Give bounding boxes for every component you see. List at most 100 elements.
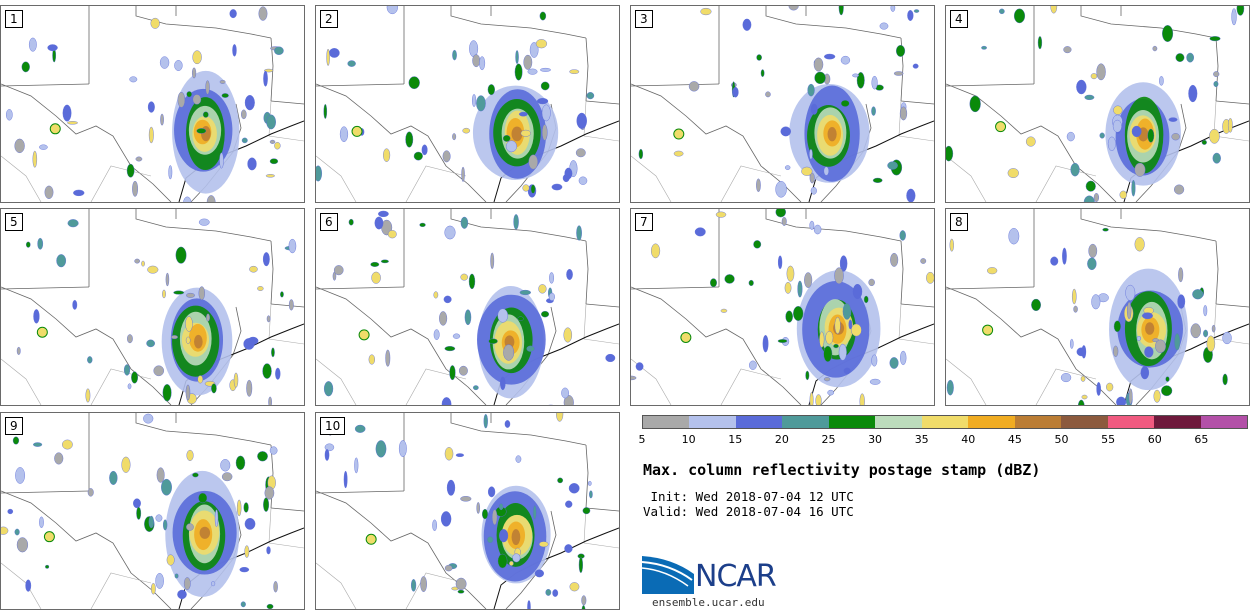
reflectivity-cell	[174, 60, 183, 71]
reflectivity-cell	[487, 536, 494, 544]
state-border	[1035, 165, 1097, 202]
colorbar-tick: 65	[1194, 433, 1209, 446]
reflectivity-cell	[491, 509, 498, 526]
reflectivity-cell	[551, 183, 563, 191]
reflectivity-cell	[838, 343, 847, 361]
reflectivity-cell	[1134, 237, 1145, 252]
reflectivity-cell	[85, 388, 91, 403]
reflectivity-cell	[859, 393, 865, 405]
state-border	[316, 286, 405, 290]
reflectivity-cell	[241, 109, 247, 120]
reflectivity-cell	[946, 379, 954, 396]
reflectivity-cell	[879, 22, 889, 30]
reflectivity-cell	[534, 569, 544, 578]
reflectivity-cell	[457, 589, 465, 594]
reflectivity-cell	[535, 39, 548, 49]
reflectivity-cell	[823, 377, 831, 382]
reflectivity-cell	[1081, 394, 1088, 400]
reflectivity-cell	[1070, 162, 1080, 177]
reflectivity-cell	[969, 95, 981, 113]
reflectivity-cell	[7, 508, 14, 515]
reflectivity-cell	[843, 367, 851, 375]
state-border	[90, 572, 152, 609]
reflectivity-cell	[476, 502, 481, 514]
site-url[interactable]: ensemble.ucar.edu	[652, 596, 765, 609]
reflectivity-cell	[49, 123, 61, 135]
reflectivity-cell	[1112, 119, 1122, 133]
reflectivity-cell	[1186, 52, 1194, 63]
reflectivity-cell	[488, 486, 496, 498]
postage-stamp-panel: 5	[0, 208, 305, 406]
state-border	[898, 303, 934, 345]
reflectivity-cell	[441, 397, 452, 405]
reflectivity-cell	[16, 537, 29, 553]
reflectivity-cell	[1131, 125, 1142, 138]
reflectivity-cell	[455, 453, 464, 457]
reflectivity-cell	[582, 507, 591, 515]
reflectivity-cell	[1076, 347, 1086, 357]
reflectivity-cell	[538, 541, 549, 548]
reflectivity-cell	[147, 265, 159, 274]
reflectivity-cell	[541, 124, 548, 141]
reflectivity-cell	[87, 356, 93, 364]
reflectivity-cell	[756, 54, 762, 61]
reflectivity-cell	[1222, 373, 1228, 386]
reflectivity-cell	[1062, 247, 1067, 265]
reflectivity-cell	[442, 150, 451, 163]
reflectivity-cell	[28, 37, 37, 52]
reflectivity-cell	[1128, 388, 1133, 405]
reflectivity-cell	[147, 101, 155, 113]
reflectivity-cell	[134, 258, 140, 264]
state-border	[946, 155, 987, 202]
colorbar-tick: 55	[1101, 433, 1116, 446]
reflectivity-cell	[785, 310, 793, 323]
reflectivity-cell	[413, 151, 423, 161]
reflectivity-cell	[499, 529, 509, 543]
reflectivity-cell	[775, 181, 787, 198]
state-border	[946, 83, 1035, 87]
reflectivity-cell	[408, 76, 420, 90]
coastline	[493, 527, 619, 609]
reflectivity-cell	[371, 271, 381, 284]
reflectivity-cell	[578, 176, 588, 185]
reflectivity-cell	[14, 138, 25, 154]
reflectivity-cell	[809, 172, 815, 184]
reflectivity-cell	[497, 553, 508, 569]
colorbar-tick: 60	[1147, 433, 1162, 446]
reflectivity-cell	[500, 376, 506, 391]
reflectivity-cell	[196, 128, 207, 134]
reflectivity-cell	[786, 265, 795, 282]
reflectivity-cell	[1165, 376, 1170, 382]
reflectivity-cell	[1222, 331, 1232, 345]
reflectivity-cell	[266, 603, 274, 609]
reflectivity-cell	[241, 137, 248, 144]
reflectivity-cell	[575, 148, 586, 158]
reflectivity-cell	[198, 492, 208, 504]
reflectivity-cell	[174, 573, 179, 579]
reflectivity-cell	[15, 467, 26, 484]
reflectivity-cell	[809, 392, 814, 405]
reflectivity-cell	[673, 150, 684, 157]
reflectivity-cell	[1162, 25, 1174, 42]
reflectivity-cell	[568, 483, 580, 494]
postage-stamp-panel: 7	[630, 208, 935, 406]
colorbar-segment	[643, 416, 690, 428]
state-border	[585, 100, 619, 105]
reflectivity-cell	[809, 148, 813, 160]
reflectivity-cell	[1070, 338, 1074, 349]
colorbar-tick: 45	[1007, 433, 1022, 446]
colorbar-tick-labels: 5 10 15 20 25 30 35 40 45 50 55 60 65	[639, 433, 1248, 447]
reflectivity-cell	[247, 336, 259, 345]
reflectivity-cell	[805, 370, 810, 381]
reflectivity-cell	[205, 80, 210, 95]
reflectivity-cell	[834, 267, 844, 285]
reflectivity-cell	[274, 141, 281, 150]
reflectivity-cell	[211, 383, 217, 394]
reflectivity-cell	[1116, 396, 1127, 405]
reflectivity-cell	[16, 346, 21, 355]
reflectivity-cell	[133, 498, 141, 509]
reflectivity-cell	[244, 518, 256, 530]
reflectivity-cell	[1126, 301, 1132, 320]
reflectivity-cell	[1113, 105, 1123, 115]
reflectivity-cell	[868, 278, 875, 287]
